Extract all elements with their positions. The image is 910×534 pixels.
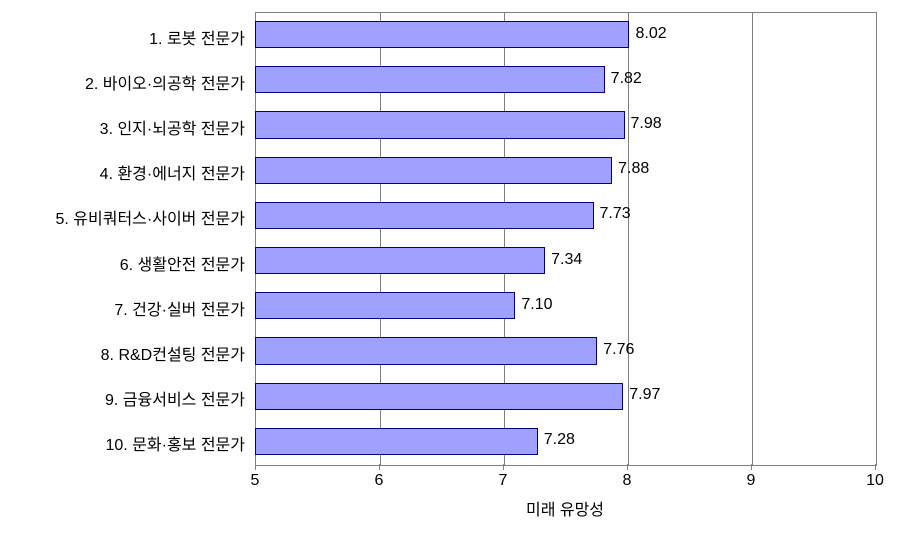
bar (255, 337, 597, 364)
bar (255, 292, 515, 319)
bar-value-label: 7.10 (521, 296, 552, 314)
y-category-label: 4. 환경·에너지 전문가 (100, 160, 245, 184)
bar-value-label: 7.76 (603, 341, 634, 359)
bar (255, 202, 594, 229)
x-tick-mark (875, 464, 876, 470)
x-tick-label: 10 (866, 472, 884, 490)
x-tick-label: 8 (623, 472, 632, 490)
y-category-label: 7. 건강·실버 전문가 (114, 296, 245, 320)
bar (255, 111, 625, 138)
bar (255, 66, 605, 93)
y-category-label: 1. 로봇 전문가 (149, 25, 245, 49)
bar-value-label: 7.98 (631, 115, 662, 133)
x-tick-label: 5 (251, 472, 260, 490)
y-category-label: 6. 생활안전 전문가 (120, 251, 245, 275)
y-category-label: 3. 인지·뇌공학 전문가 (100, 115, 245, 139)
y-category-label: 9. 금융서비스 전문가 (105, 386, 245, 410)
chart-container: 미래 유망성 5 6 7 8 9 10 1. 로봇 전문가 8.02 2. 바이오·의공학 전문… (0, 0, 910, 534)
y-category-label: 10. 문화·홍보 전문가 (105, 431, 245, 455)
bar (255, 21, 629, 48)
y-category-label: 2. 바이오·의공학 전문가 (85, 70, 245, 94)
bar (255, 383, 623, 410)
bar (255, 157, 612, 184)
y-category-label: 5. 유비쿼터스·사이버 전문가 (56, 205, 245, 229)
x-tick-label: 6 (375, 472, 384, 490)
bar-value-label: 7.82 (611, 70, 642, 88)
gridline (752, 13, 753, 465)
bar-value-label: 7.28 (544, 431, 575, 449)
x-tick-mark (627, 464, 628, 470)
bar (255, 428, 538, 455)
bar-value-label: 7.97 (629, 386, 660, 404)
x-tick-mark (379, 464, 380, 470)
x-tick-label: 7 (499, 472, 508, 490)
bar-value-label: 8.02 (635, 25, 666, 43)
x-tick-label: 9 (747, 472, 756, 490)
x-tick-mark (255, 464, 256, 470)
y-category-label: 8. R&D컨설팅 전문가 (101, 341, 245, 365)
x-axis-title: 미래 유망성 (526, 496, 604, 520)
x-tick-mark (503, 464, 504, 470)
bar-value-label: 7.34 (551, 251, 582, 269)
bar-value-label: 7.73 (600, 205, 631, 223)
x-tick-mark (751, 464, 752, 470)
bar (255, 247, 545, 274)
bar-value-label: 7.88 (618, 160, 649, 178)
